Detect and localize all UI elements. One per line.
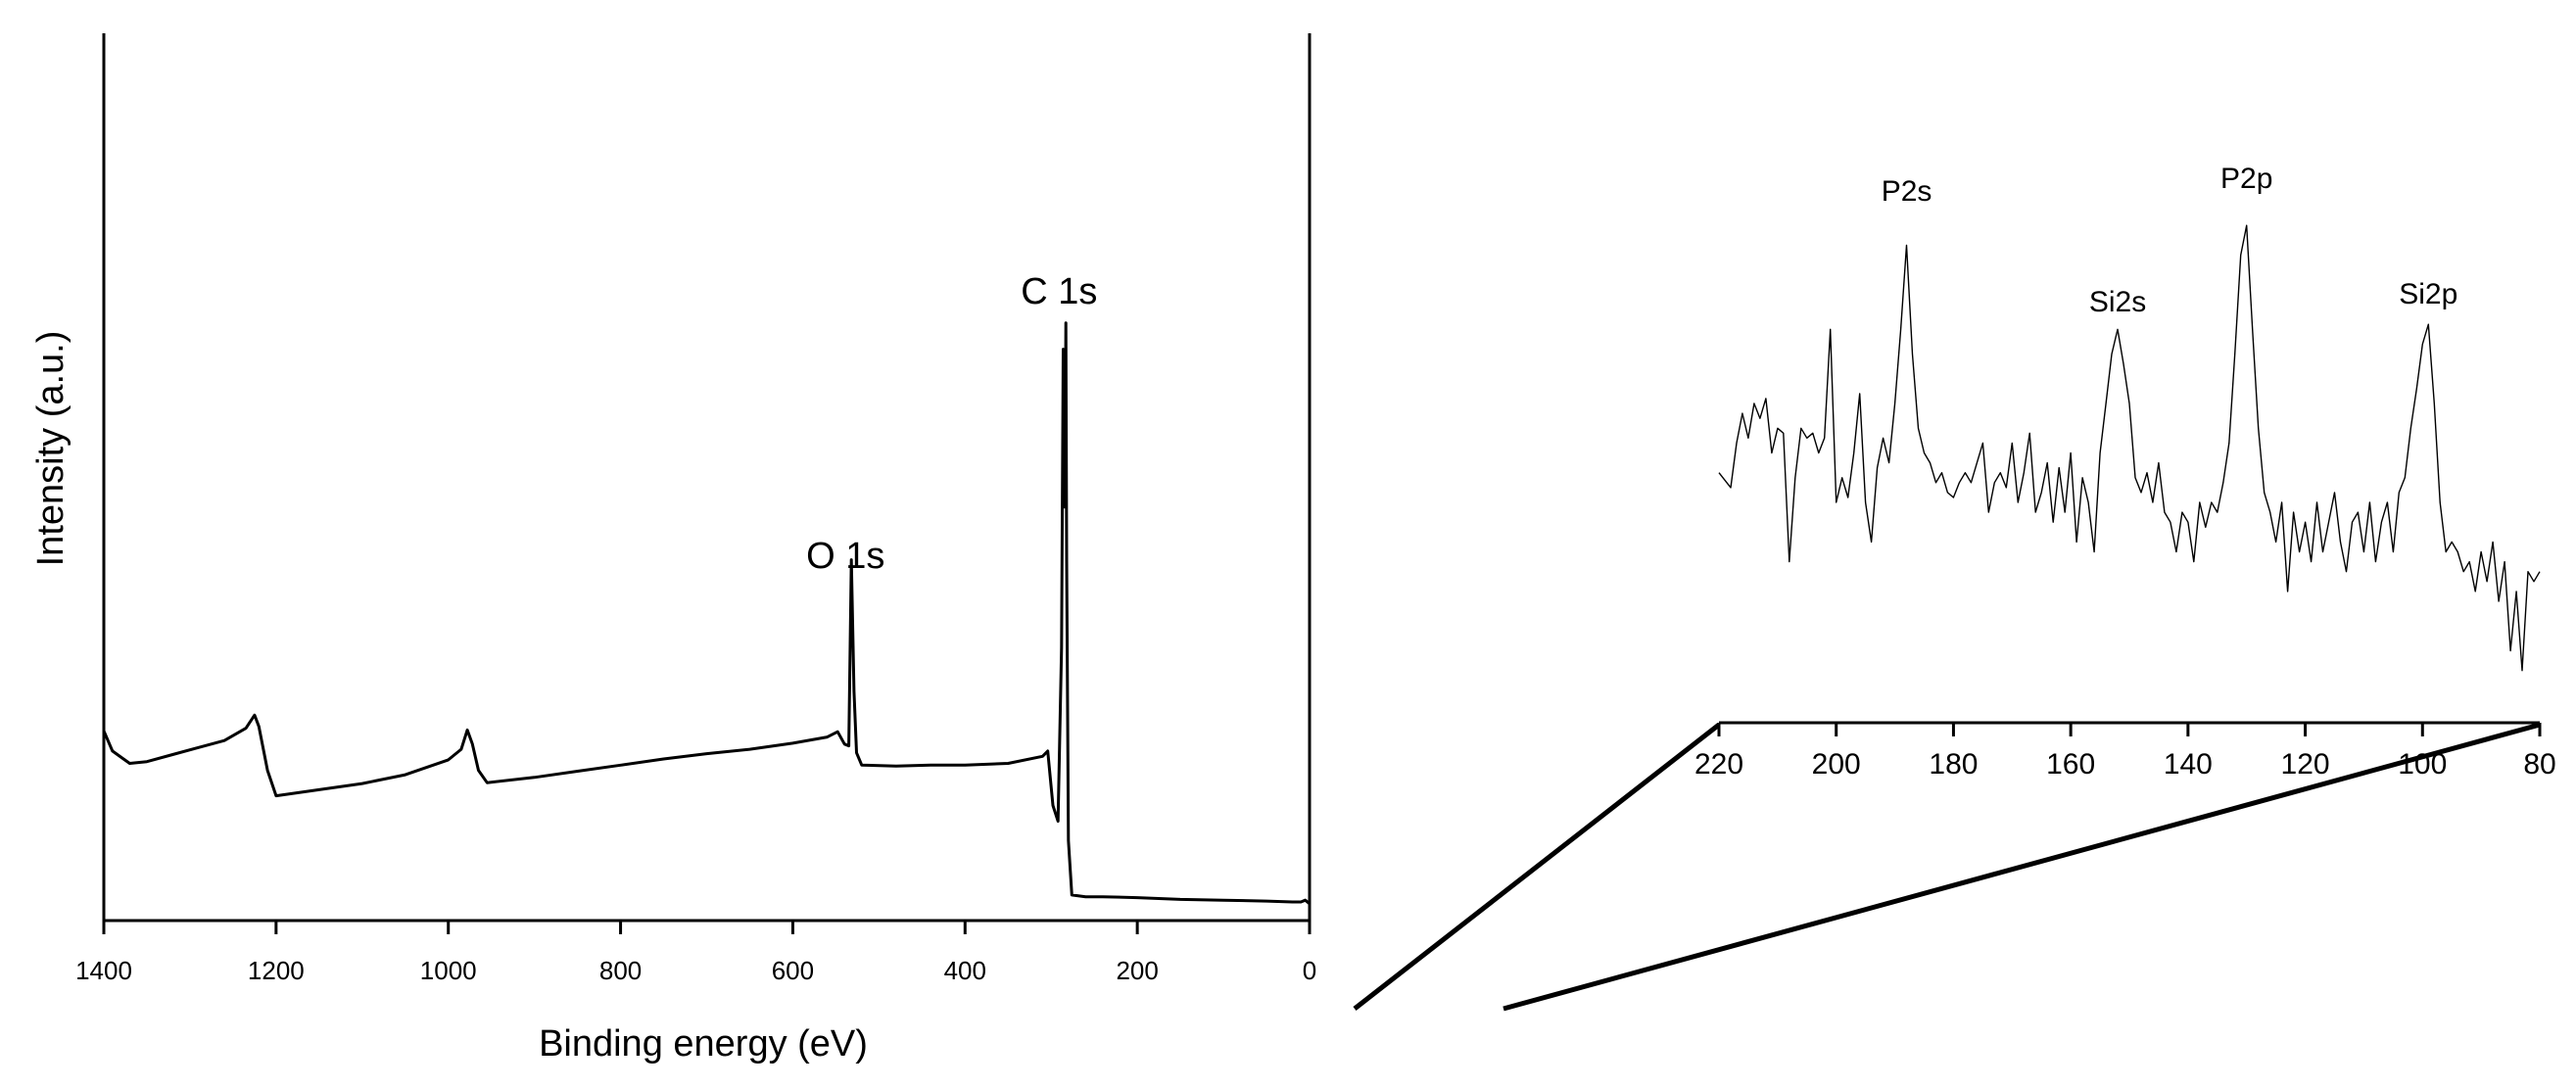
inset-peak-labels: P2s Si2s P2p Si2p [1882, 163, 2458, 318]
main-peak-label: C 1s [1021, 271, 1097, 312]
main-x-axis-label: Binding energy (eV) [539, 1023, 868, 1065]
main-x-tick-label: 600 [772, 956, 814, 985]
main-peak-label: O 1s [806, 536, 884, 577]
main-chart: 1400 1200 1000 800 600 400 200 0 O 1s C 1s Bindi… [30, 33, 1316, 1065]
main-x-tick-label: 400 [944, 956, 986, 985]
main-y-axis-label: Intensity (a.u.) [30, 331, 72, 567]
inset-peak-label: Si2p [2399, 278, 2457, 310]
main-x-tick-label: 1200 [248, 956, 305, 985]
main-x-tick-label: 1400 [75, 956, 132, 985]
inset-x-tick-label: 120 [2281, 748, 2330, 781]
main-series-line [102, 321, 1311, 905]
inset-x-tick-label: 180 [1929, 748, 1978, 781]
inset-x-tick-label: 220 [1694, 748, 1743, 781]
inset-series-line [1718, 224, 2541, 672]
inset-peak-label: P2s [1882, 175, 1932, 208]
main-peak-labels: O 1s C 1s [806, 271, 1097, 577]
inset-x-tick-label: 140 [2164, 748, 2213, 781]
zoom-connector-right [1503, 722, 2541, 1012]
inset-peak-label: P2p [2220, 163, 2272, 195]
main-x-tick-label: 800 [599, 956, 642, 985]
inset-peak-label: Si2s [2089, 286, 2146, 318]
inset-x-ticks: 220 200 180 160 140 120 100 80 [1694, 723, 2556, 781]
inset-x-tick-label: 200 [1812, 748, 1861, 781]
main-x-tick-label: 0 [1303, 956, 1316, 985]
main-x-tick-label: 1000 [420, 956, 477, 985]
main-x-tick-label: 200 [1116, 956, 1158, 985]
main-x-ticks: 1400 1200 1000 800 600 400 200 0 [75, 921, 1316, 985]
zoom-connector-left [1353, 723, 1721, 1011]
inset-x-tick-label: 80 [2523, 748, 2555, 781]
inset-x-tick-label: 160 [2046, 748, 2095, 781]
